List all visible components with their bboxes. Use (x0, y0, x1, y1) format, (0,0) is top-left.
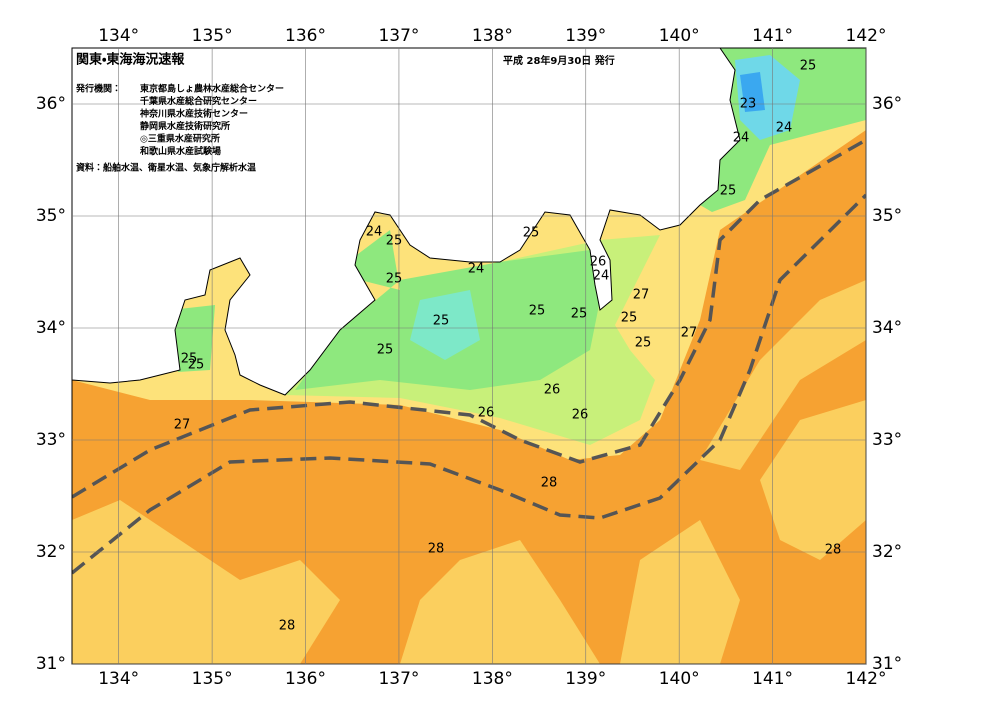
issue-date: 平成 28年9月30日 発行 (503, 54, 615, 67)
issuer: 神奈川県水産技術センター (139, 108, 248, 120)
contour-label: 25 (377, 343, 394, 358)
issuers-label: 発行機関： (75, 83, 121, 95)
contour-label: 25 (523, 226, 540, 241)
lat-label: 36° (872, 94, 902, 114)
contour-label: 28 (428, 542, 445, 557)
lon-label: 135° (192, 26, 233, 46)
contour-label: 27 (174, 418, 191, 433)
kuroshio-south-edge (72, 193, 866, 575)
lon-label: 136° (285, 26, 326, 46)
map-title: 関東・東海海況速報 (76, 52, 185, 68)
data-source: 資料：船舶水温、衛星水温、気象庁解析水温 (76, 162, 256, 174)
lon-label: 140° (659, 26, 700, 46)
kuroshio-north-edge (72, 138, 866, 499)
contour-label: 25 (386, 272, 403, 287)
contour-label: 26 (544, 383, 561, 398)
lat-label: 33° (36, 430, 66, 450)
issuer: 東京都島しょ農林水産総合センター (140, 83, 284, 95)
issuer: ◎三重県水産研究所 (140, 133, 220, 145)
lat-label: 33° (872, 430, 902, 450)
lon-label: 142° (846, 26, 887, 46)
lon-label: 139° (565, 669, 606, 689)
contour-label: 25 (433, 314, 450, 329)
lat-label: 32° (36, 542, 66, 562)
land (72, 48, 741, 396)
contour-label: 23 (740, 97, 757, 112)
lat-label: 32° (872, 542, 902, 562)
contour-label: 25 (635, 336, 652, 351)
lon-label: 141° (752, 669, 793, 689)
lon-label: 137° (378, 669, 419, 689)
contour-label: 24 (733, 131, 750, 146)
cold-patch (410, 290, 480, 360)
lat-label: 35° (36, 206, 66, 226)
contour-label: 28 (279, 619, 296, 634)
sea-surface (72, 48, 866, 664)
lat-label: 35° (872, 206, 902, 226)
contour-label: 24 (366, 225, 383, 240)
contour-label: 26 (572, 408, 589, 423)
contour-label: 25 (571, 307, 588, 322)
lat-label: 36° (36, 94, 66, 114)
lon-label: 135° (192, 669, 233, 689)
contour-label: 25 (720, 184, 737, 199)
lon-label: 139° (565, 26, 606, 46)
issuer: 静岡県水産技術研究所 (140, 120, 230, 132)
lat-label: 31° (36, 654, 66, 674)
graticule: 134° 134° 135° 135° 136° 136° 137° 137° 138° 138°… (36, 26, 902, 689)
contour-label: 25 (188, 358, 205, 373)
contour-label: 27 (633, 288, 650, 303)
cooler-band (72, 280, 866, 664)
issuer: 千葉県水産総合研究センター (140, 95, 257, 107)
lon-label: 141° (752, 26, 793, 46)
issuer-list: 東京都島しょ農林水産総合センター千葉県水産総合研究センター神奈川県水産技術センタ… (139, 83, 284, 158)
lon-label: 136° (285, 669, 326, 689)
lon-label: 140° (659, 669, 700, 689)
issuer: 和歌山県水産試験場 (139, 145, 221, 157)
contour-label: 26 (590, 255, 607, 270)
lon-label: 137° (378, 26, 419, 46)
contour-label: 26 (478, 406, 495, 421)
lat-label: 34° (36, 318, 66, 338)
contour-label: 25 (386, 234, 403, 249)
contour-label: 24 (468, 262, 485, 277)
contour-label: 27 (681, 326, 698, 341)
contour-label: 28 (825, 543, 842, 558)
lon-label: 134° (98, 669, 139, 689)
lat-label: 34° (872, 318, 902, 338)
lon-label: 134° (98, 26, 139, 46)
lat-label: 31° (872, 654, 902, 674)
cold-core (740, 72, 765, 112)
contour-label: 28 (541, 476, 558, 491)
contour-label: 24 (593, 269, 610, 284)
lon-label: 138° (472, 669, 513, 689)
contour-label: 25 (181, 352, 198, 367)
contour-label: 25 (800, 59, 817, 74)
contour-label: 25 (529, 304, 546, 319)
contour-label: 25 (621, 311, 638, 326)
lon-label: 142° (846, 669, 887, 689)
contour-label: 24 (776, 121, 793, 136)
lon-label: 138° (472, 26, 513, 46)
